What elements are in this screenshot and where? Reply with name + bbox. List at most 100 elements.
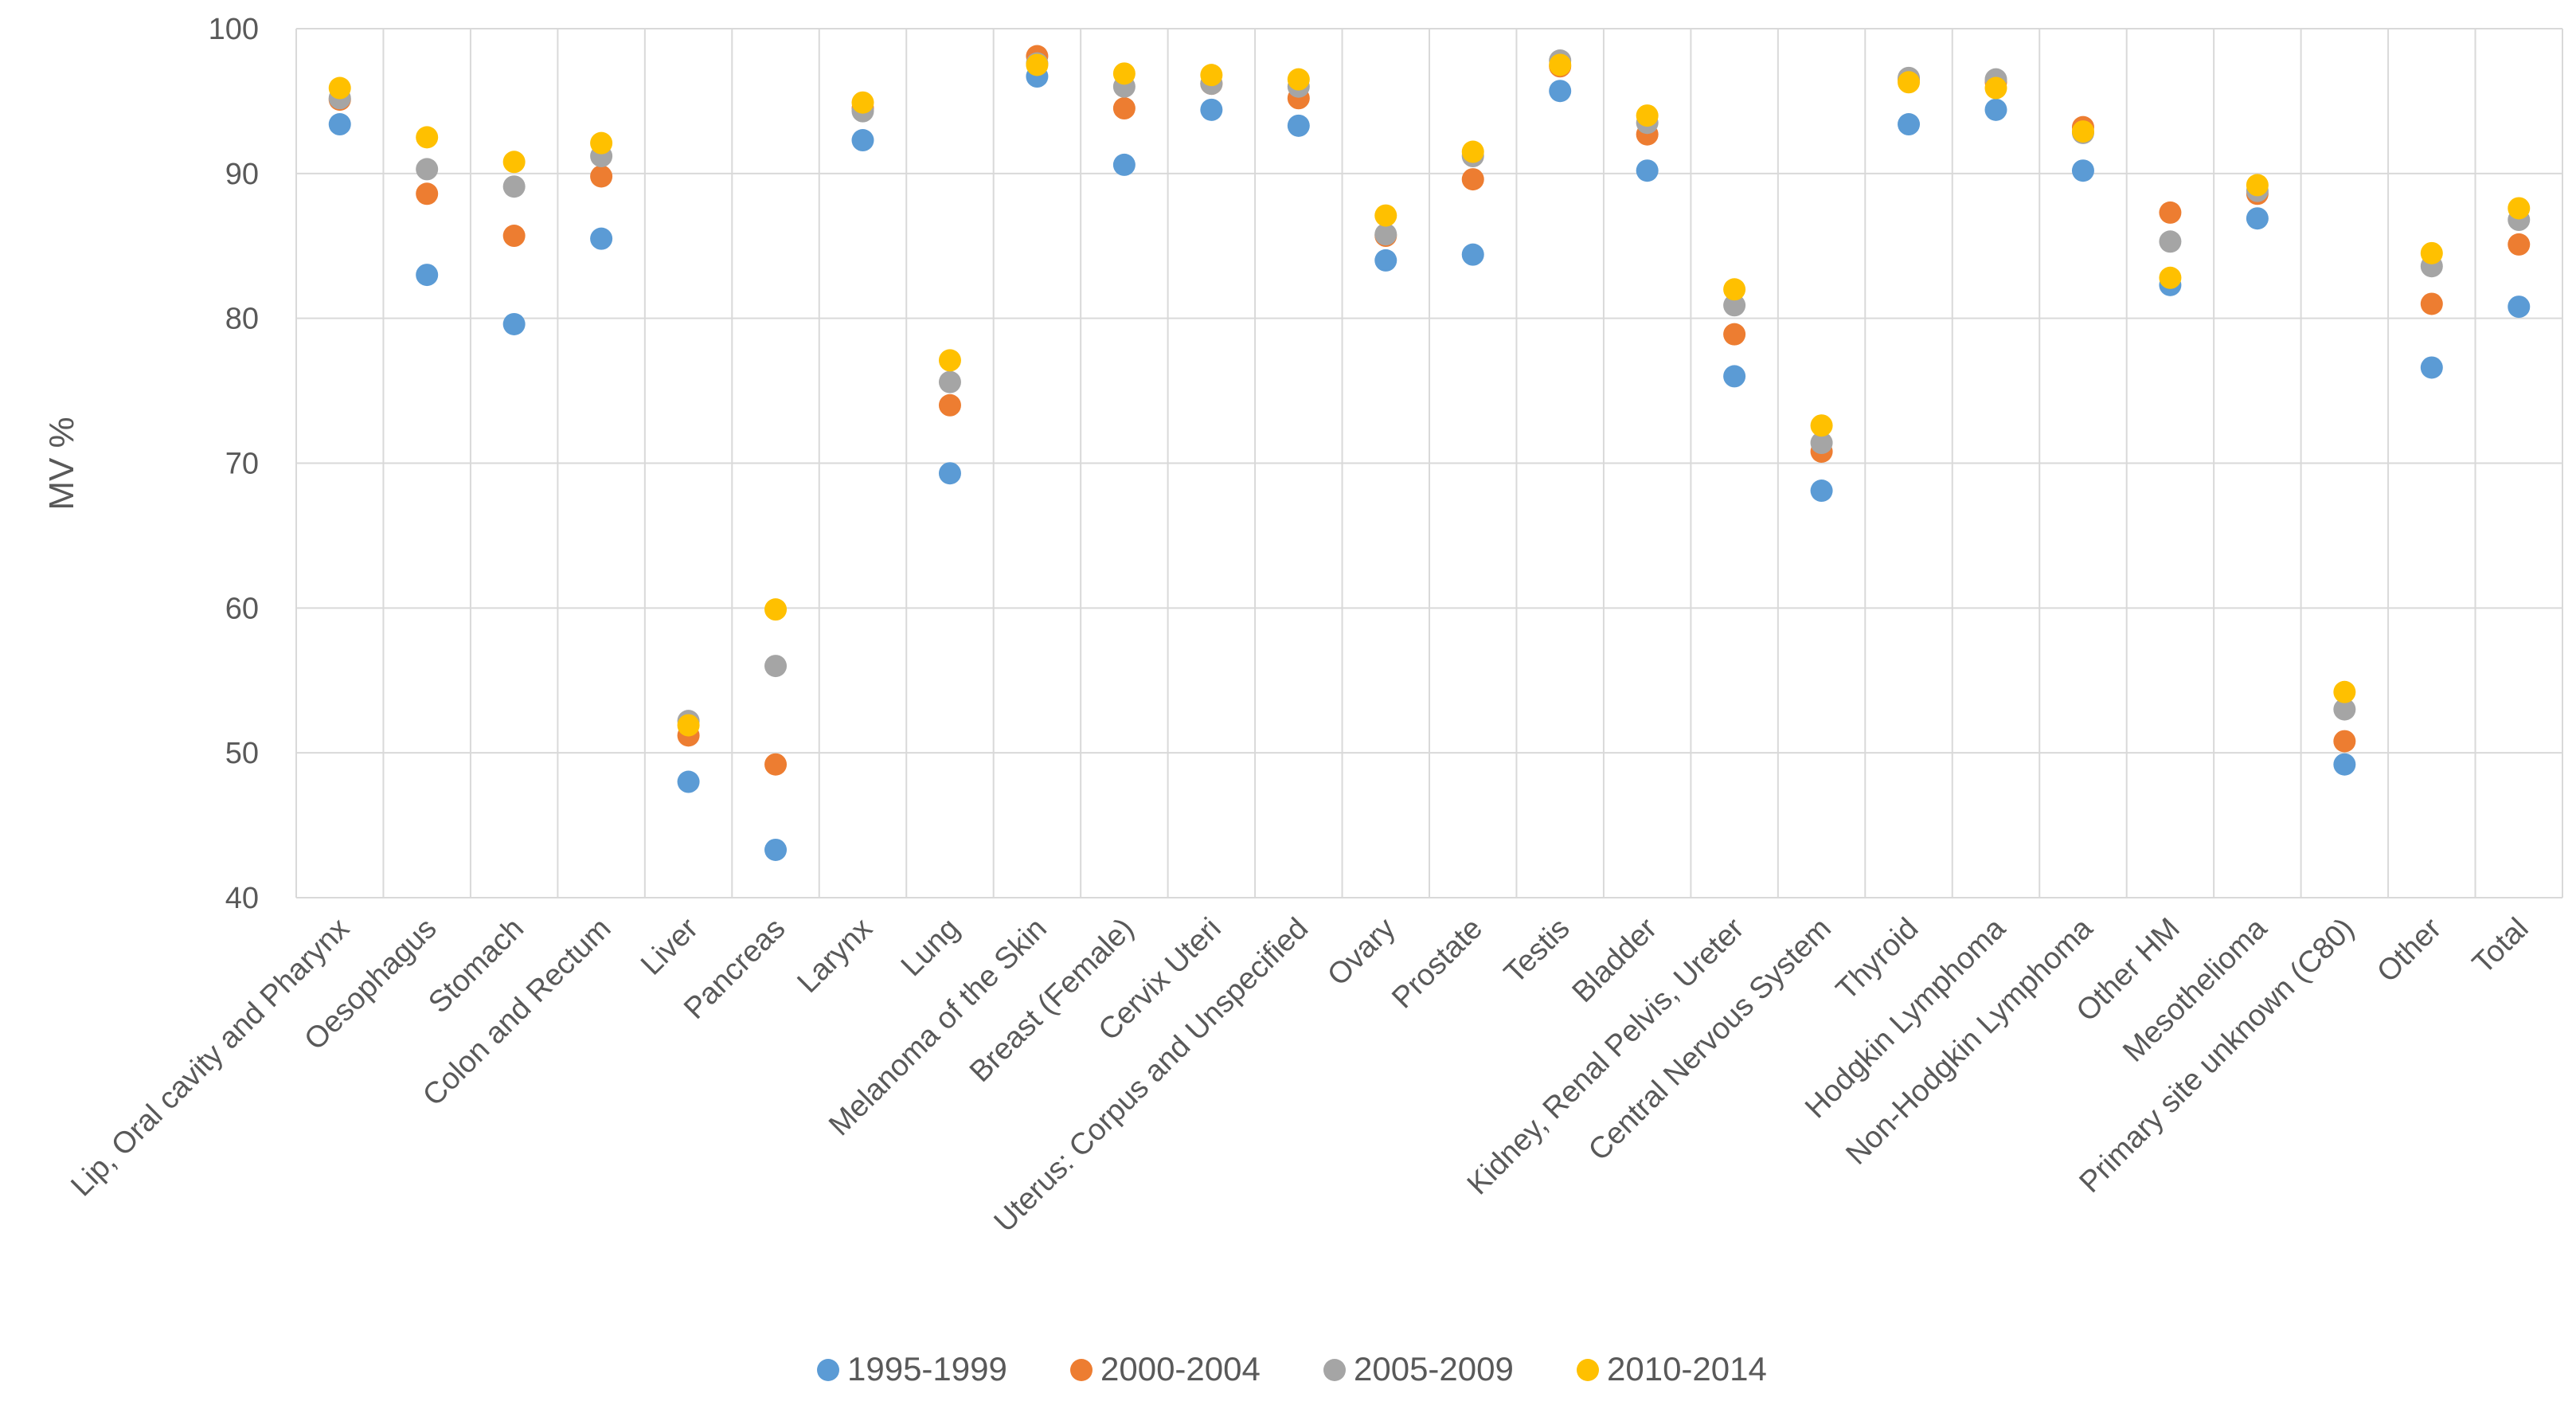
data-point	[1984, 98, 2007, 121]
data-point	[764, 655, 788, 678]
data-point	[502, 175, 526, 198]
data-point	[2333, 680, 2356, 703]
data-point	[1112, 153, 1136, 176]
data-point	[764, 598, 788, 621]
data-point	[2159, 230, 2182, 253]
legend-marker	[1070, 1359, 1093, 1381]
legend-marker	[817, 1359, 839, 1381]
data-point	[764, 753, 788, 776]
data-point	[677, 714, 700, 737]
data-point	[1810, 414, 1833, 437]
data-point	[1200, 98, 1223, 121]
data-point	[938, 393, 961, 417]
data-point	[416, 126, 439, 149]
data-point	[1287, 68, 1310, 91]
data-point	[2333, 753, 2356, 776]
data-point	[2159, 266, 2182, 289]
data-point	[1810, 432, 1833, 455]
data-point	[502, 225, 526, 248]
y-axis-ticks: 40 50 60 70 80 90 100	[209, 13, 259, 915]
data-point	[677, 770, 700, 793]
data-point	[938, 349, 961, 372]
x-tick-label: Liver	[635, 911, 705, 981]
data-point	[590, 165, 613, 188]
plot-grid	[295, 28, 2563, 898]
legend-label: 2005-2009	[1354, 1350, 1514, 1388]
data-point	[502, 312, 526, 335]
data-point	[1723, 294, 1746, 317]
data-point	[1200, 64, 1223, 87]
data-point	[590, 131, 613, 155]
x-tick-label: Breast (Female)	[964, 912, 1140, 1089]
data-point	[1898, 113, 1921, 136]
data-point	[1723, 323, 1746, 346]
x-tick-label: Lip, Oral cavity and Pharynx	[64, 912, 356, 1204]
data-point	[1549, 80, 1572, 103]
x-tick-label: Other	[2371, 911, 2448, 988]
x-axis-ticks: Lip, Oral cavity and PharynxOesophagusSt…	[64, 911, 2535, 1239]
legend-label: 2000-2004	[1100, 1350, 1261, 1388]
data-point	[2420, 241, 2443, 264]
x-tick-label: Uterus: Corpus and Unspecified	[988, 912, 1315, 1239]
data-point	[1374, 204, 1397, 227]
data-point	[938, 462, 961, 485]
data-point	[1112, 97, 1136, 120]
data-point	[1984, 76, 2007, 100]
x-tick-label: Larynx	[792, 912, 879, 1000]
data-point	[1636, 104, 1659, 127]
data-point	[1112, 62, 1136, 85]
data-point	[2508, 197, 2531, 220]
legend-label: 1995-1999	[847, 1350, 1007, 1388]
data-point	[1287, 114, 1310, 137]
data-point	[1374, 249, 1397, 272]
data-point	[2508, 233, 2531, 256]
data-point	[1374, 223, 1397, 246]
data-points	[328, 45, 2531, 861]
data-point	[2333, 730, 2356, 753]
data-point	[938, 370, 961, 393]
data-point	[416, 158, 439, 181]
data-point	[2420, 356, 2443, 379]
legend-marker	[1577, 1359, 1599, 1381]
data-point	[1898, 71, 1921, 94]
y-tick-label: 80	[225, 303, 259, 336]
data-point	[851, 91, 874, 114]
data-point	[2333, 698, 2356, 721]
data-point	[1549, 53, 1572, 76]
y-tick-label: 70	[225, 448, 259, 481]
data-point	[1461, 168, 1484, 191]
data-point	[1461, 140, 1484, 163]
data-point	[2508, 296, 2531, 319]
y-tick-label: 60	[225, 592, 259, 625]
data-point	[502, 151, 526, 174]
x-tick-label: Ovary	[1321, 912, 1401, 992]
x-tick-label: Testis	[1498, 912, 1576, 990]
data-point	[851, 129, 874, 152]
data-point	[1810, 480, 1833, 503]
y-tick-label: 50	[225, 737, 259, 770]
y-tick-label: 90	[225, 158, 259, 191]
data-point	[328, 113, 351, 136]
y-tick-label: 40	[225, 882, 259, 915]
data-point	[590, 227, 613, 250]
data-point	[2246, 174, 2269, 197]
y-tick-label: 100	[209, 13, 259, 46]
data-point	[2420, 292, 2443, 315]
data-point	[2246, 207, 2269, 230]
legend-label: 2010-2014	[1607, 1350, 1767, 1388]
x-tick-label: Prostate	[1386, 912, 1489, 1016]
y-axis-title: MV %	[42, 417, 81, 510]
data-point	[2071, 120, 2094, 143]
data-point	[1026, 53, 1049, 76]
data-point	[416, 182, 439, 206]
data-point	[1461, 243, 1484, 266]
x-tick-label: Total	[2466, 912, 2535, 981]
data-point	[416, 264, 439, 287]
data-point	[2159, 201, 2182, 224]
legend: 1995-1999 2000-2004 2005-2009 2010-2014	[817, 1350, 1767, 1388]
data-point	[1723, 365, 1746, 388]
data-point	[1723, 278, 1746, 301]
x-tick-label: Lung	[895, 912, 966, 983]
data-point	[2071, 159, 2094, 182]
